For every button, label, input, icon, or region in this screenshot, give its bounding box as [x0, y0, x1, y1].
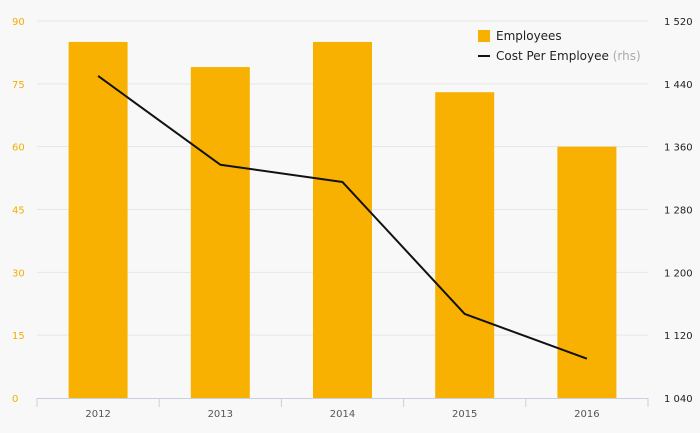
y-left-tick-label: 60: [12, 143, 25, 154]
y-left-tick-label: 0: [12, 394, 18, 405]
x-axis: 2012 2013 2014 2015 2016: [36, 398, 649, 420]
y-left-tick-label: 90: [12, 17, 25, 28]
bar-2012: [68, 41, 128, 398]
x-tick-label: 2013: [208, 409, 233, 420]
bar-2014: [313, 41, 372, 398]
y-right-tick-label: 1 520: [664, 17, 693, 28]
y-right-tick-label: 1 120: [664, 331, 693, 342]
line-series-cost-per-employee: [97, 75, 588, 360]
y-right-tick-label: 1 360: [664, 143, 693, 154]
y-left-tick-label: 75: [12, 80, 25, 91]
y-right-tick-label: 1 440: [664, 80, 693, 91]
legend-swatch-employees: [478, 30, 490, 42]
y-left-tick-label: 30: [12, 268, 25, 279]
y-left-tick-label: 15: [12, 331, 25, 342]
x-tick-label: 2015: [452, 409, 477, 420]
bar-2015: [435, 92, 495, 398]
y-left-tick-label: 45: [12, 206, 25, 217]
x-tick-label: 2012: [85, 409, 110, 420]
cost-per-employee-line: [97, 75, 588, 360]
legend-label-cost-text: Cost Per Employee: [496, 49, 609, 63]
y-axis-right: 1 040 1 120 1 200 1 280 1 360 1 440 1 520: [664, 17, 693, 405]
legend-label-cost-per-employee: Cost Per Employee (rhs): [496, 49, 641, 63]
y-axis-left: 0 15 30 45 60 75 90: [12, 17, 25, 405]
legend-label-rhs-suffix: (rhs): [613, 49, 641, 63]
legend: Employees Cost Per Employee (rhs): [478, 29, 641, 63]
bar-2016: [557, 146, 617, 398]
x-tick-label: 2014: [330, 409, 355, 420]
y-right-tick-label: 1 200: [664, 268, 693, 279]
y-right-tick-label: 1 040: [664, 394, 693, 405]
legend-label-employees: Employees: [496, 29, 562, 43]
bar-series-employees: [68, 41, 617, 399]
y-right-tick-label: 1 280: [664, 206, 693, 217]
bar-2013: [190, 67, 250, 399]
x-tick-label: 2016: [574, 409, 599, 420]
